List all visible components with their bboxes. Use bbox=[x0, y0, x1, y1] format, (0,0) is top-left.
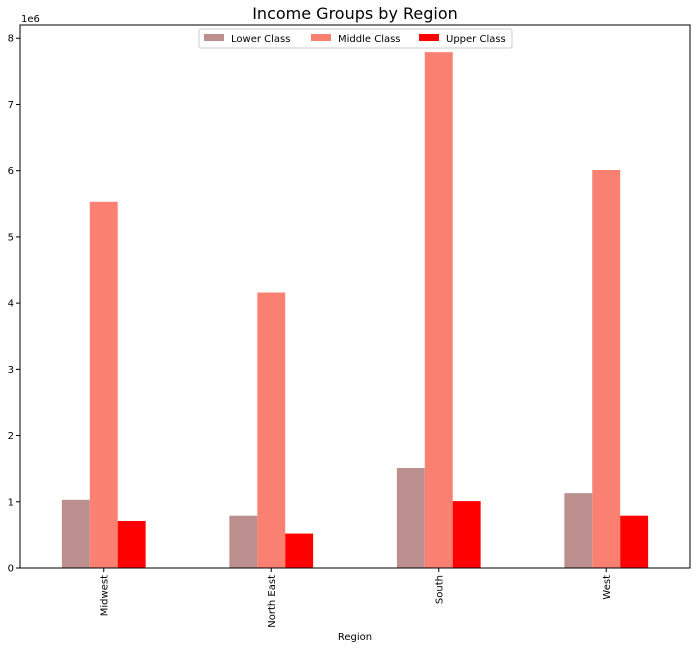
bar-middle-class-north-east bbox=[257, 292, 286, 568]
chart-title: Income Groups by Region bbox=[252, 4, 458, 23]
bar-lower-class-south bbox=[396, 468, 425, 568]
bar-lower-class-west bbox=[564, 493, 593, 568]
y-tick-label: 1 bbox=[8, 497, 14, 508]
x-tick-label: Midwest bbox=[99, 575, 110, 616]
bar-middle-class-midwest bbox=[89, 201, 118, 568]
y-tick-label: 6 bbox=[8, 166, 14, 177]
bar-upper-class-west bbox=[620, 515, 649, 568]
bar-middle-class-west bbox=[592, 170, 621, 568]
legend-frame bbox=[198, 28, 513, 49]
plot-frame bbox=[19, 24, 691, 569]
bar-upper-class-midwest bbox=[117, 520, 146, 568]
legend-label-upper-class: Upper Class bbox=[446, 34, 506, 45]
y-axis: 0 1 2 3 4 5 6 7 8 bbox=[8, 34, 20, 575]
y-tick-label: 3 bbox=[8, 365, 14, 376]
bar-upper-class-north-east bbox=[285, 533, 314, 568]
y-tick-label: 8 bbox=[8, 34, 14, 45]
y-offset-label: 1e6 bbox=[21, 14, 40, 25]
legend-swatch-lower-class bbox=[204, 34, 224, 41]
x-axis: Midwest North East South West bbox=[99, 568, 613, 628]
y-tick-label: 2 bbox=[8, 431, 14, 442]
legend: Lower Class Middle Class Upper Class bbox=[198, 28, 513, 49]
legend-label-lower-class: Lower Class bbox=[231, 34, 290, 45]
y-tick-label: 0 bbox=[8, 564, 14, 575]
y-tick-label: 5 bbox=[8, 232, 14, 243]
x-tick-label: North East bbox=[267, 575, 278, 628]
x-tick-label: West bbox=[602, 575, 613, 600]
bar-lower-class-north-east bbox=[229, 515, 258, 568]
bar-upper-class-south bbox=[452, 501, 481, 568]
bar-middle-class-south bbox=[424, 52, 453, 568]
legend-label-middle-class: Middle Class bbox=[338, 34, 401, 45]
legend-swatch-middle-class bbox=[311, 34, 331, 41]
x-tick-label: South bbox=[434, 575, 445, 604]
legend-swatch-upper-class bbox=[419, 34, 439, 41]
y-tick-label: 7 bbox=[8, 100, 14, 111]
bar-lower-class-midwest bbox=[61, 499, 90, 568]
x-axis-title: Region bbox=[338, 632, 372, 643]
bars-group bbox=[61, 52, 649, 568]
y-tick-label: 4 bbox=[8, 299, 14, 310]
